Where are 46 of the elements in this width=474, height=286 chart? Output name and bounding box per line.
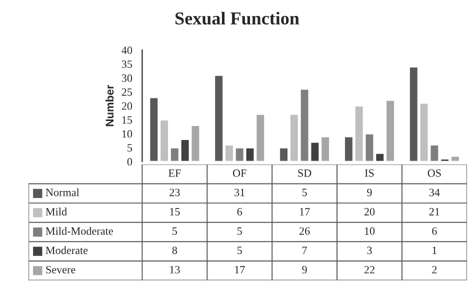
y-tick-label: 25 xyxy=(122,88,132,96)
data-label: 5 xyxy=(237,227,242,235)
data-label: 10 xyxy=(364,227,375,235)
data-label: 1 xyxy=(432,246,437,254)
data-label: 20 xyxy=(364,208,375,216)
data-label: 2 xyxy=(432,266,437,274)
data-label: 8 xyxy=(172,246,178,254)
legend-label: Moderate xyxy=(46,246,88,254)
data-label: 6 xyxy=(432,227,437,235)
data-label: 3 xyxy=(367,246,372,254)
data-label: 7 xyxy=(302,246,308,254)
data-label: 21 xyxy=(429,208,440,216)
chart-title: Sexual Function xyxy=(176,12,300,25)
legend-label: Mild xyxy=(46,208,67,216)
data-label: 9 xyxy=(302,266,307,274)
data-label: 6 xyxy=(237,208,242,216)
data-label: 15 xyxy=(170,208,180,216)
x-tick-label: SD xyxy=(298,169,312,177)
y-tick-label: 15 xyxy=(122,116,132,124)
data-label: 5 xyxy=(172,227,178,235)
y-tick-label: 35 xyxy=(122,60,132,68)
legend-label: Severe xyxy=(46,266,76,274)
y-tick-label: 10 xyxy=(122,130,132,138)
data-label: 26 xyxy=(299,227,310,235)
y-tick-label: 5 xyxy=(128,144,132,152)
data-label: 22 xyxy=(364,266,374,274)
x-tick-label: OF xyxy=(232,169,246,177)
data-label: 17 xyxy=(235,266,245,274)
data-label: 9 xyxy=(367,188,372,196)
x-tick-label: EF xyxy=(168,170,181,177)
y-tick-label: 20 xyxy=(122,102,132,110)
data-label: 5 xyxy=(302,188,307,196)
x-tick-label: IS xyxy=(364,169,374,177)
x-tick-label: OS xyxy=(428,169,441,177)
data-label: 23 xyxy=(170,188,180,196)
legend-label: Mild-Moderate xyxy=(46,226,113,235)
y-tick-label: 40 xyxy=(122,46,132,54)
data-label: 31 xyxy=(234,188,244,196)
legend-label: Normal xyxy=(46,188,80,196)
data-label: 5 xyxy=(237,246,242,254)
y-tick-label: 30 xyxy=(122,74,132,82)
data-label: 13 xyxy=(170,266,180,274)
y-tick-label: 0 xyxy=(127,158,132,166)
data-label: 34 xyxy=(429,188,440,196)
y-axis-title: Number xyxy=(105,84,114,126)
data-label: 17 xyxy=(300,208,310,216)
